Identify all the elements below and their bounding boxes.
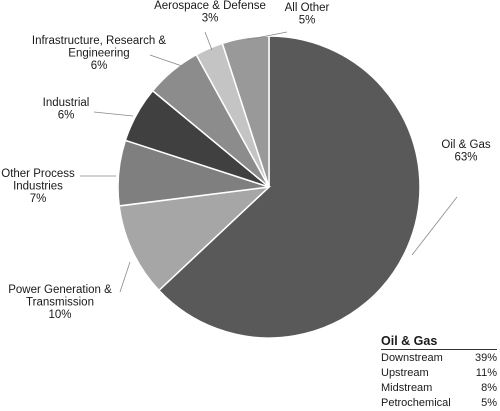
slice-label-line: Aerospace & Defense: [154, 0, 266, 12]
slice-label-line: Oil & Gas: [441, 139, 490, 151]
leader-line: [93, 111, 134, 117]
slice-label-line: 5%: [299, 15, 316, 27]
leader-line: [411, 196, 458, 256]
slice-label: Power Generation & Transmission 10%: [8, 284, 112, 321]
breakdown-row-pct: 39%: [474, 352, 497, 364]
slice-label-line: 63%: [454, 152, 477, 164]
slice-label: Oil & Gas 63%: [441, 139, 490, 164]
breakdown-row: Upstream 11%: [381, 366, 497, 381]
slice-label-line: Other Process: [1, 168, 75, 180]
slice-label-line: 6%: [91, 60, 108, 72]
slice-label: All Other 5%: [285, 2, 330, 27]
breakdown-row-pct: 11%: [475, 367, 497, 379]
breakdown-row: Downstream 39%: [381, 351, 497, 366]
slice-label-line: 6%: [58, 110, 75, 122]
pie-slice: [157, 35, 421, 339]
slice-label-line: 7%: [30, 193, 47, 205]
leader-line: [119, 261, 131, 293]
leader-line: [204, 31, 213, 51]
breakdown-row-name: Upstream: [381, 367, 429, 379]
slice-label-line: Infrastructure, Research &: [32, 35, 167, 47]
breakdown-row-name: Downstream: [381, 352, 443, 364]
slice-label-line: Industrial: [43, 97, 90, 109]
slice-label: Industrial 6%: [43, 97, 90, 122]
breakdown-row-name: Midstream: [381, 382, 433, 394]
slice-label: Infrastructure, Research & Engineering 6%: [32, 35, 167, 72]
slice-label-line: 3%: [202, 13, 219, 25]
breakdown-row: Midstream 8%: [381, 381, 497, 396]
slice-label-line: Transmission: [26, 297, 94, 309]
slice-label: Other Process Industries 7%: [1, 168, 75, 205]
slice-label-line: 10%: [48, 309, 71, 321]
slice-label: Aerospace & Defense 3%: [154, 0, 266, 25]
breakdown-row-pct: 8%: [481, 382, 497, 394]
slice-label-line: Industries: [13, 181, 63, 193]
leader-line: [245, 31, 288, 41]
slice-label-line: All Other: [285, 2, 330, 14]
leader-line: [149, 54, 183, 67]
oil-gas-breakdown-table: Oil & Gas Downstream 39% Upstream 11% Mi…: [381, 334, 497, 411]
slice-label-line: Engineering: [68, 48, 129, 60]
pie-slice: [118, 185, 272, 292]
breakdown-title: Oil & Gas: [381, 334, 497, 350]
pie-slice: [221, 35, 270, 188]
slice-label-line: Power Generation &: [8, 284, 112, 296]
